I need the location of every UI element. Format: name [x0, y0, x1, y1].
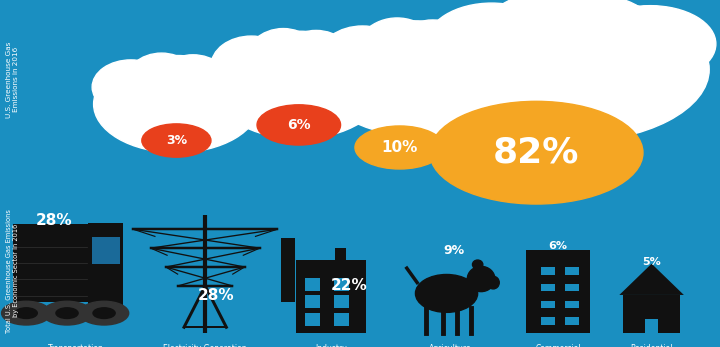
- FancyBboxPatch shape: [565, 301, 580, 308]
- Ellipse shape: [243, 28, 324, 104]
- Circle shape: [56, 308, 78, 319]
- FancyBboxPatch shape: [645, 319, 658, 333]
- Ellipse shape: [472, 260, 483, 269]
- Text: 3%: 3%: [166, 134, 187, 147]
- Text: 9%: 9%: [443, 244, 464, 257]
- FancyBboxPatch shape: [541, 301, 555, 308]
- Circle shape: [355, 126, 444, 169]
- FancyBboxPatch shape: [541, 284, 555, 291]
- Text: 28%: 28%: [36, 213, 72, 228]
- FancyBboxPatch shape: [91, 237, 120, 264]
- Ellipse shape: [308, 38, 390, 94]
- Ellipse shape: [442, 44, 696, 124]
- FancyBboxPatch shape: [541, 317, 555, 325]
- Circle shape: [1, 301, 51, 325]
- Ellipse shape: [94, 56, 259, 153]
- Text: Industry: Industry: [315, 344, 347, 347]
- Circle shape: [142, 124, 211, 157]
- FancyBboxPatch shape: [89, 223, 124, 313]
- Ellipse shape: [154, 55, 232, 119]
- Text: 6%: 6%: [549, 241, 567, 251]
- Text: U.S. Greenhouse Gas
Emissions in 2016: U.S. Greenhouse Gas Emissions in 2016: [6, 42, 19, 118]
- FancyBboxPatch shape: [334, 295, 349, 308]
- FancyBboxPatch shape: [335, 248, 346, 293]
- Text: Methane (CH₄): Methane (CH₄): [364, 188, 435, 197]
- FancyBboxPatch shape: [296, 260, 366, 333]
- Text: Nitrous Oxide (N₂O): Nitrous Oxide (N₂O): [251, 164, 347, 173]
- Text: Commercial: Commercial: [535, 344, 581, 347]
- FancyBboxPatch shape: [305, 313, 320, 326]
- Ellipse shape: [415, 274, 477, 312]
- Ellipse shape: [92, 60, 170, 114]
- Circle shape: [257, 105, 341, 145]
- FancyBboxPatch shape: [305, 295, 320, 308]
- FancyBboxPatch shape: [541, 267, 555, 275]
- Ellipse shape: [186, 62, 263, 112]
- Ellipse shape: [428, 0, 709, 142]
- Ellipse shape: [319, 26, 406, 90]
- Ellipse shape: [585, 6, 716, 82]
- FancyBboxPatch shape: [282, 237, 295, 302]
- Ellipse shape: [389, 20, 477, 96]
- Ellipse shape: [211, 36, 292, 96]
- Text: 82%: 82%: [493, 136, 580, 170]
- FancyBboxPatch shape: [334, 313, 349, 326]
- Circle shape: [430, 101, 643, 204]
- Text: 10%: 10%: [382, 140, 418, 155]
- Text: 5%: 5%: [642, 257, 661, 267]
- Ellipse shape: [487, 276, 499, 289]
- Ellipse shape: [531, 0, 662, 92]
- Text: Electricity Generation: Electricity Generation: [163, 344, 247, 347]
- FancyBboxPatch shape: [623, 295, 680, 333]
- Ellipse shape: [467, 266, 495, 291]
- Ellipse shape: [102, 87, 251, 141]
- Text: Agriculture: Agriculture: [428, 344, 472, 347]
- FancyBboxPatch shape: [526, 250, 590, 333]
- Text: Residential: Residential: [630, 344, 673, 347]
- Text: 22%: 22%: [330, 278, 368, 294]
- Text: Total U.S. Greenhouse Gas Emissions
by Economic Sector in 2016: Total U.S. Greenhouse Gas Emissions by E…: [6, 209, 19, 332]
- Ellipse shape: [478, 0, 609, 95]
- Circle shape: [42, 301, 91, 325]
- Circle shape: [15, 308, 37, 319]
- Ellipse shape: [425, 28, 512, 88]
- FancyBboxPatch shape: [565, 267, 580, 275]
- FancyBboxPatch shape: [565, 284, 580, 291]
- Ellipse shape: [354, 18, 441, 98]
- Ellipse shape: [320, 21, 508, 135]
- FancyBboxPatch shape: [565, 317, 580, 325]
- FancyBboxPatch shape: [13, 225, 89, 302]
- FancyBboxPatch shape: [89, 311, 124, 321]
- FancyBboxPatch shape: [334, 278, 349, 291]
- Circle shape: [79, 301, 129, 325]
- Circle shape: [93, 308, 115, 319]
- Text: 28%: 28%: [198, 288, 234, 303]
- Text: Fluorinated Gases: Fluorinated Gases: [132, 176, 220, 185]
- Text: Transportation: Transportation: [48, 344, 104, 347]
- Polygon shape: [619, 264, 684, 295]
- Ellipse shape: [426, 3, 557, 85]
- Ellipse shape: [212, 31, 385, 139]
- Ellipse shape: [221, 66, 377, 125]
- FancyBboxPatch shape: [305, 278, 320, 291]
- Ellipse shape: [276, 31, 356, 102]
- Text: 6%: 6%: [287, 118, 310, 132]
- Text: Carbon Dioxide (CO₂): Carbon Dioxide (CO₂): [485, 223, 588, 232]
- Ellipse shape: [330, 58, 498, 121]
- Ellipse shape: [123, 53, 200, 121]
